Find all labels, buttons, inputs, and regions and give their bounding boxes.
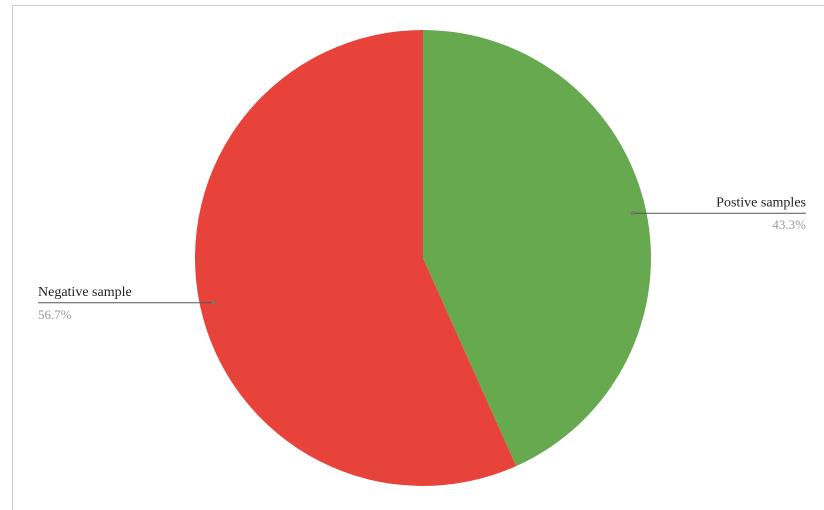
- leader-dot: [211, 300, 216, 305]
- slice-value-label: 43.3%: [772, 217, 806, 232]
- pie-slice: [423, 30, 651, 467]
- leader-dot: [630, 211, 635, 216]
- chart-frame: [12, 5, 824, 510]
- slice-label: Negative sample: [38, 285, 132, 300]
- pie-slice: [194, 30, 517, 486]
- slice-label: Postive samples: [716, 195, 806, 210]
- slice-value-label: 56.7%: [38, 307, 72, 322]
